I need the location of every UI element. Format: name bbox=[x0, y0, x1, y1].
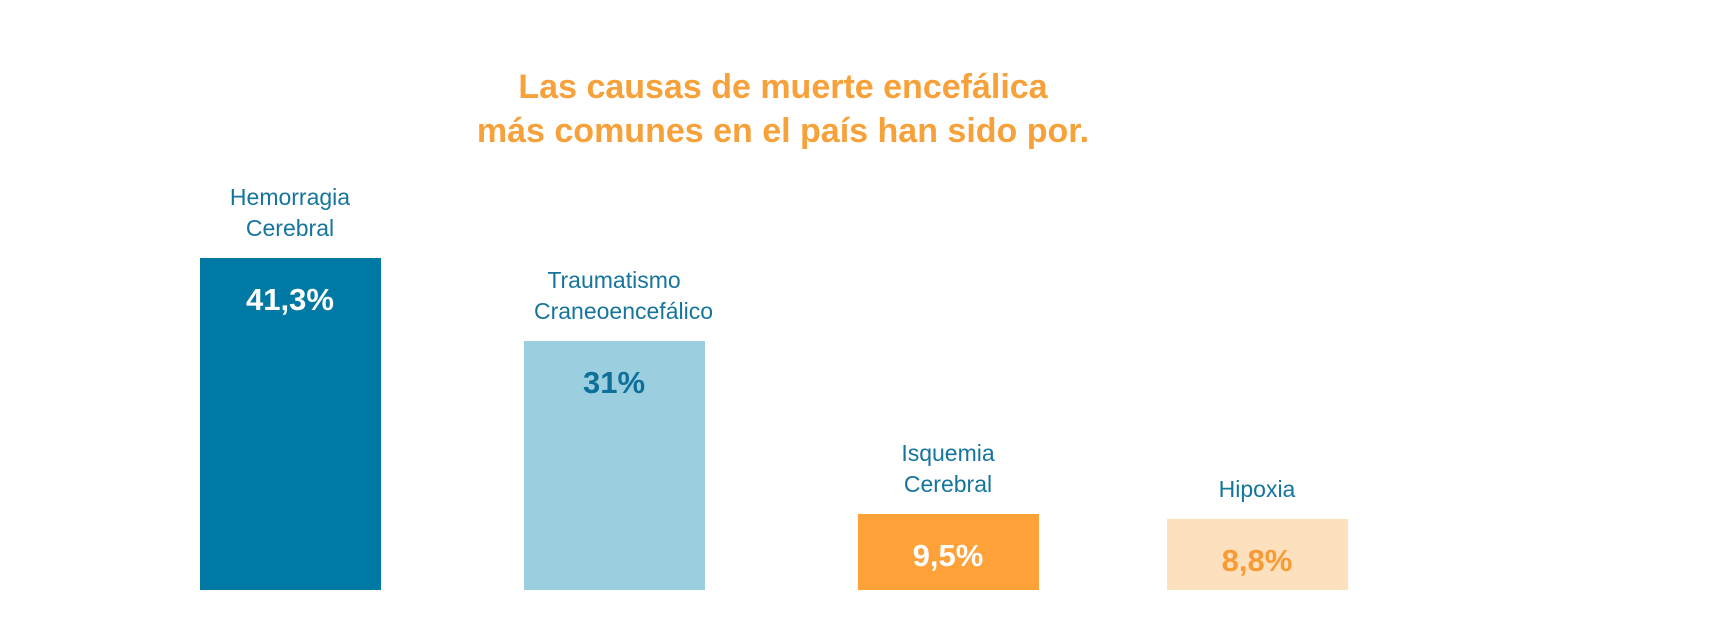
category-label: Hipoxia bbox=[1218, 476, 1296, 503]
bar bbox=[523, 340, 705, 590]
bar bbox=[199, 257, 381, 590]
value-label: 9,5% bbox=[912, 537, 984, 573]
category-label: Traumatismo Craneoencefálico bbox=[534, 266, 714, 324]
bar bbox=[857, 513, 1039, 590]
value-label: 8,8% bbox=[1221, 543, 1293, 579]
bar bbox=[1166, 519, 1348, 590]
value-label: 31% bbox=[582, 364, 646, 400]
category-label: Isquemia Cerebral bbox=[901, 439, 995, 497]
category-label: Hemorragia Cerebral bbox=[229, 183, 351, 241]
value-label: 41,3% bbox=[246, 281, 334, 317]
chart-title: más comunes en el país han sido por. bbox=[476, 112, 1090, 150]
chart-title: Las causas de muerte encefálica bbox=[518, 68, 1048, 106]
